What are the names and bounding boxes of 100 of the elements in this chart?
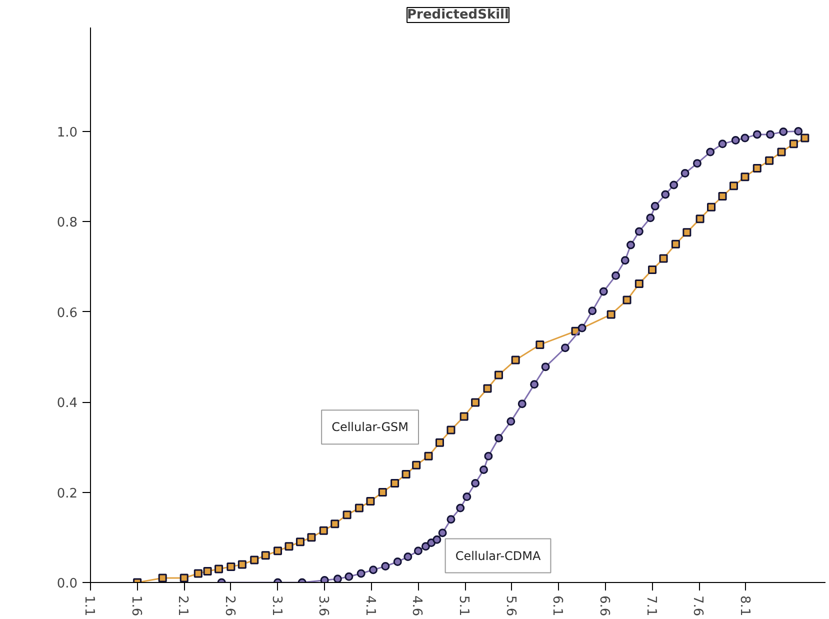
point	[284, 542, 294, 551]
point	[366, 497, 375, 506]
x-tick-label: 3.6	[316, 596, 331, 616]
point	[238, 560, 246, 569]
point	[421, 542, 430, 551]
point	[412, 460, 421, 470]
point	[622, 296, 632, 304]
point	[483, 384, 492, 393]
point	[484, 452, 493, 460]
point	[530, 380, 539, 389]
point	[794, 127, 803, 136]
point	[612, 271, 620, 280]
x-tick-label: 4.1	[362, 596, 378, 616]
point	[696, 214, 704, 224]
point	[511, 356, 520, 364]
point	[319, 526, 328, 535]
point	[307, 533, 316, 542]
point	[718, 140, 727, 148]
point	[765, 156, 774, 165]
point	[680, 169, 690, 178]
point	[740, 172, 750, 182]
x-tick-label: 2.1	[175, 596, 190, 616]
point	[706, 148, 715, 156]
point	[626, 240, 635, 250]
x-tick-label: 3.1	[268, 596, 284, 616]
point	[648, 266, 657, 274]
point	[707, 202, 716, 212]
point	[766, 130, 775, 139]
y-tick-label: 0.6	[56, 306, 78, 321]
x-tick-label: 6.1	[550, 596, 565, 616]
point	[393, 558, 402, 566]
x-tick-label: 7.1	[643, 596, 658, 616]
point	[729, 182, 738, 190]
point	[599, 287, 608, 296]
point	[435, 438, 444, 447]
point	[446, 515, 456, 524]
point	[378, 488, 387, 497]
point	[692, 159, 702, 168]
point	[578, 324, 586, 332]
point	[718, 192, 727, 201]
point	[180, 574, 188, 582]
point	[518, 400, 526, 408]
point	[560, 344, 570, 352]
point	[506, 417, 516, 426]
point	[494, 370, 503, 380]
point	[432, 535, 442, 544]
y-tick-label: 0.0	[56, 576, 78, 592]
point	[588, 306, 597, 316]
point	[158, 574, 167, 582]
y-tick-label: 0.2	[56, 486, 78, 502]
point	[438, 528, 447, 538]
point	[752, 130, 762, 139]
point	[620, 256, 630, 265]
point	[634, 280, 644, 288]
point	[424, 452, 433, 460]
point	[731, 136, 740, 145]
x-tick-label: 5.1	[456, 596, 472, 616]
point	[404, 552, 412, 562]
point	[456, 504, 465, 512]
point	[800, 134, 810, 142]
point	[356, 569, 366, 578]
point	[471, 478, 480, 488]
point	[250, 556, 259, 564]
point	[646, 214, 655, 222]
point	[369, 566, 378, 574]
y-tick-label: 0.4	[56, 396, 78, 412]
point	[471, 398, 480, 407]
x-tick-label: 4.6	[409, 596, 424, 616]
x-tick-label: 2.6	[222, 596, 237, 616]
y-tick-label: 0.8	[56, 216, 78, 231]
x-tick-label: 1.6	[128, 596, 144, 616]
point	[344, 572, 354, 581]
point	[402, 470, 410, 478]
x-tick-label: 7.6	[690, 596, 706, 616]
point	[480, 465, 488, 474]
point	[462, 492, 472, 502]
point	[670, 180, 678, 190]
x-tick-label: 1.1	[82, 596, 96, 616]
point	[779, 127, 788, 136]
point	[381, 562, 390, 570]
point	[226, 562, 236, 571]
point	[203, 566, 212, 576]
x-tick-label: 6.6	[596, 596, 612, 616]
point	[274, 546, 282, 556]
point	[740, 134, 750, 142]
point	[659, 254, 668, 263]
point	[494, 434, 503, 442]
point	[789, 140, 798, 148]
x-tick-label: 5.6	[502, 596, 518, 616]
point	[261, 551, 270, 560]
point	[541, 362, 550, 372]
point	[320, 576, 329, 582]
point	[342, 510, 352, 520]
point	[354, 504, 364, 512]
point	[682, 228, 692, 237]
chart-title: PredictedSkill	[407, 8, 509, 22]
point	[606, 310, 616, 319]
point	[333, 574, 342, 582]
point	[752, 164, 762, 173]
point	[330, 520, 340, 528]
